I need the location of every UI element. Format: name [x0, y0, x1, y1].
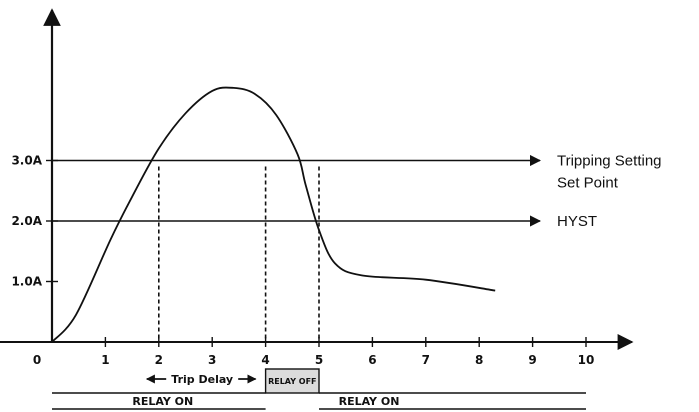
current-curve: [51, 86, 496, 343]
x-tick-label: 4: [261, 353, 269, 367]
reference-line-label: Set Point: [557, 175, 619, 192]
trip-delay-annotation: Trip Delay: [145, 371, 257, 387]
origin-label: 0: [33, 353, 41, 367]
x-tick-label: 6: [368, 353, 376, 367]
relay-on-bracket: [52, 392, 586, 410]
x-tick-label: 2: [155, 353, 163, 367]
x-tick-label: 9: [528, 353, 536, 367]
relay-on-label-before: RELAY ON: [132, 395, 193, 408]
y-tick-label: 3.0A: [11, 154, 42, 168]
x-tick-label: 3: [208, 353, 216, 367]
relay-off-label: RELAY OFF: [268, 377, 316, 386]
relay-state-timeline: RELAY OFF RELAY ON RELAY ON: [52, 368, 586, 410]
dashed-marker-lines: [158, 166, 320, 342]
x-tick-label: 10: [578, 353, 595, 367]
reference-lines: Tripping Setting Set Point HYST: [52, 153, 662, 230]
y-tick-label: 1.0A: [11, 275, 42, 289]
relay-on-label-after: RELAY ON: [339, 395, 400, 408]
reference-line-label: Tripping Setting: [557, 153, 662, 170]
y-tick-label: 2.0A: [11, 214, 42, 228]
reference-line-label: HYST: [557, 213, 597, 230]
trip-delay-label: Trip Delay: [171, 373, 233, 386]
x-tick-label: 1: [101, 353, 109, 367]
x-tick-label: 7: [422, 353, 430, 367]
x-tick-label: 5: [315, 353, 323, 367]
relay-off-box: [264, 368, 320, 394]
x-axis-ticks: 1 2 3 4 5 6 7 8 9 10: [101, 337, 594, 367]
trip-delay-label-background: [166, 371, 239, 387]
x-tick-label: 8: [475, 353, 483, 367]
